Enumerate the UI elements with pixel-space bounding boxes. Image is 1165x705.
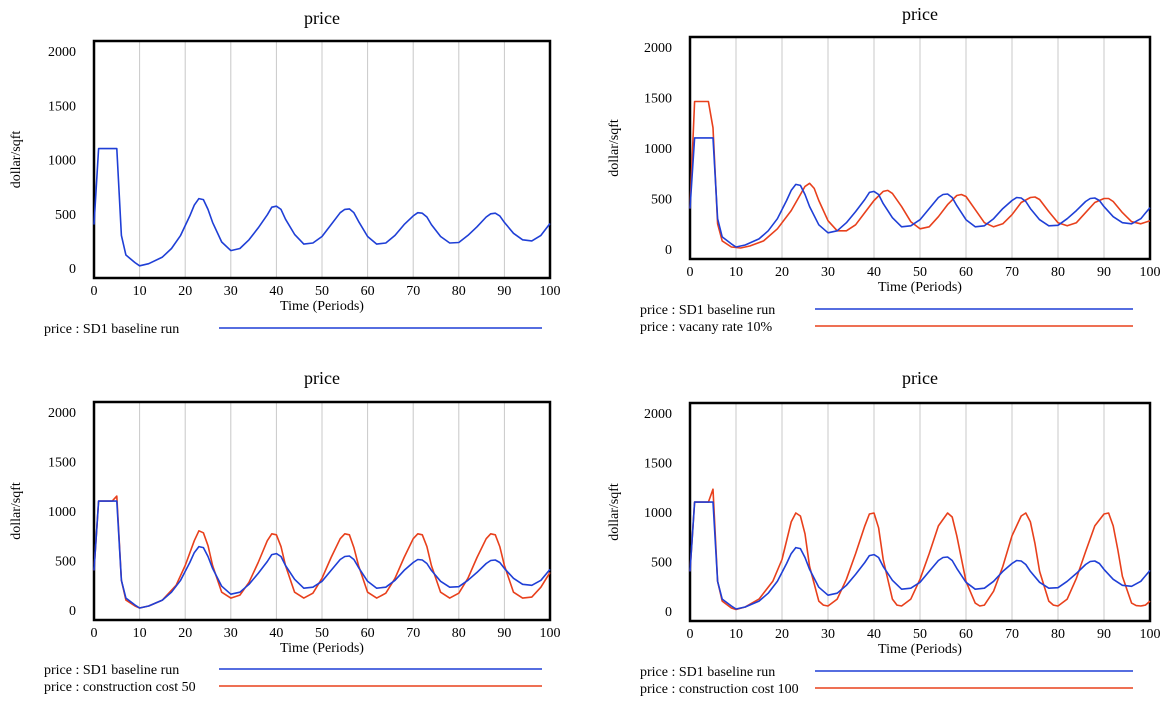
x-tick-label: 10 bbox=[133, 284, 147, 299]
x-tick-label: 80 bbox=[452, 626, 466, 641]
x-tick-label: 60 bbox=[361, 284, 375, 299]
x-tick-label: 10 bbox=[729, 265, 743, 280]
legend-label: price : SD1 baseline run bbox=[44, 663, 179, 678]
y-tick-label: 1500 bbox=[644, 92, 672, 107]
plot-frame bbox=[92, 400, 552, 622]
y-tick-label: 0 bbox=[69, 262, 76, 277]
y-tick-label: 1000 bbox=[644, 142, 672, 157]
x-tick-label: 10 bbox=[729, 627, 743, 642]
y-tick-label: 1500 bbox=[48, 456, 76, 471]
x-tick-label: 90 bbox=[1097, 265, 1111, 280]
x-tick-label: 50 bbox=[315, 626, 329, 641]
x-tick-label: 40 bbox=[867, 627, 881, 642]
y-tick-label: 2000 bbox=[644, 407, 672, 422]
x-tick-label: 70 bbox=[406, 626, 420, 641]
x-tick-label: 60 bbox=[959, 265, 973, 280]
x-tick-label: 0 bbox=[91, 626, 98, 641]
chart-title: price bbox=[902, 368, 938, 388]
chart-panel-4: price 0 500 1000 1500 2000 0 10 20 30 40 50 60 70 80 90… bbox=[607, 368, 1161, 697]
x-axis-label: Time (Periods) bbox=[280, 641, 364, 656]
legend-label: price : SD1 baseline run bbox=[640, 303, 775, 318]
x-tick-label: 70 bbox=[1005, 627, 1019, 642]
x-tick-label: 20 bbox=[178, 284, 192, 299]
x-tick-label: 50 bbox=[315, 284, 329, 299]
y-tick-label: 2000 bbox=[48, 406, 76, 421]
series-line-1 bbox=[689, 501, 1151, 610]
y-tick-label: 500 bbox=[651, 556, 672, 571]
chart-panel-3: price 0 500 1000 1500 2000 0 10 20 30 40 50 60 70 80 90… bbox=[9, 368, 561, 695]
x-tick-label: 40 bbox=[269, 284, 283, 299]
plot-frame bbox=[92, 39, 552, 280]
x-tick-label: 0 bbox=[687, 265, 694, 280]
x-tick-label: 80 bbox=[452, 284, 466, 299]
legend-label: price : SD1 baseline run bbox=[44, 322, 179, 337]
chart-panel-2: price 0 500 1000 1500 2000 0 10 20 30 40 50 60 70 80 90… bbox=[607, 4, 1161, 335]
x-tick-label: 90 bbox=[497, 284, 511, 299]
y-tick-label: 500 bbox=[55, 555, 76, 570]
y-tick-label: 500 bbox=[651, 193, 672, 208]
series-line-2 bbox=[689, 100, 1151, 249]
x-axis-label: Time (Periods) bbox=[280, 299, 364, 314]
y-tick-label: 0 bbox=[665, 605, 672, 620]
series-line-2 bbox=[689, 488, 1151, 611]
y-tick-label: 1000 bbox=[644, 506, 672, 521]
series-line-2 bbox=[93, 495, 551, 609]
x-tick-label: 40 bbox=[269, 626, 283, 641]
x-tick-label: 40 bbox=[867, 265, 881, 280]
x-tick-label: 0 bbox=[687, 627, 694, 642]
x-tick-label: 50 bbox=[913, 265, 927, 280]
x-tick-label: 70 bbox=[406, 284, 420, 299]
series-line-1 bbox=[689, 137, 1151, 248]
y-tick-label: 1500 bbox=[48, 99, 76, 114]
x-tick-label: 90 bbox=[1097, 627, 1111, 642]
y-axis-label: dollar/sqft bbox=[9, 131, 24, 189]
y-tick-label: 1000 bbox=[48, 505, 76, 520]
y-tick-label: 500 bbox=[55, 208, 76, 223]
plot-frame bbox=[688, 35, 1152, 261]
x-axis-label: Time (Periods) bbox=[878, 280, 962, 295]
y-tick-label: 1500 bbox=[644, 457, 672, 472]
chart-panel-1: price 0 500 1000 1500 2000 0 10 20 30 40 50 60 70 80 90… bbox=[9, 8, 561, 337]
chart-title: price bbox=[902, 4, 938, 24]
y-axis-label: dollar/sqft bbox=[9, 482, 24, 540]
x-tick-label: 10 bbox=[133, 626, 147, 641]
x-tick-label: 80 bbox=[1051, 265, 1065, 280]
x-tick-label: 60 bbox=[959, 627, 973, 642]
x-tick-label: 0 bbox=[91, 284, 98, 299]
x-tick-label: 20 bbox=[775, 627, 789, 642]
y-tick-label: 0 bbox=[665, 243, 672, 258]
legend-label: price : vacany rate 10% bbox=[640, 320, 772, 335]
legend-label: price : construction cost 50 bbox=[44, 680, 196, 695]
x-tick-label: 20 bbox=[178, 626, 192, 641]
y-axis-label: dollar/sqft bbox=[607, 119, 622, 177]
y-tick-label: 0 bbox=[69, 604, 76, 619]
series-line-1 bbox=[93, 500, 551, 609]
x-tick-label: 60 bbox=[361, 626, 375, 641]
y-axis-label: dollar/sqft bbox=[607, 483, 622, 541]
x-tick-label: 30 bbox=[224, 284, 238, 299]
x-tick-label: 20 bbox=[775, 265, 789, 280]
x-tick-label: 30 bbox=[224, 626, 238, 641]
plot-frame bbox=[688, 401, 1152, 623]
x-tick-label: 30 bbox=[821, 627, 835, 642]
y-tick-label: 2000 bbox=[644, 41, 672, 56]
x-tick-label: 100 bbox=[540, 626, 561, 641]
x-tick-label: 50 bbox=[913, 627, 927, 642]
y-tick-label: 2000 bbox=[48, 45, 76, 60]
x-tick-label: 100 bbox=[540, 284, 561, 299]
x-tick-label: 70 bbox=[1005, 265, 1019, 280]
x-axis-label: Time (Periods) bbox=[878, 642, 962, 657]
x-tick-label: 100 bbox=[1140, 265, 1161, 280]
x-tick-label: 90 bbox=[497, 626, 511, 641]
series-line-1 bbox=[93, 147, 551, 267]
x-tick-label: 100 bbox=[1140, 627, 1161, 642]
legend-label: price : SD1 baseline run bbox=[640, 665, 775, 680]
x-tick-label: 80 bbox=[1051, 627, 1065, 642]
chart-title: price bbox=[304, 8, 340, 28]
x-tick-label: 30 bbox=[821, 265, 835, 280]
legend-label: price : construction cost 100 bbox=[640, 682, 799, 697]
chart-title: price bbox=[304, 368, 340, 388]
y-tick-label: 1000 bbox=[48, 154, 76, 169]
